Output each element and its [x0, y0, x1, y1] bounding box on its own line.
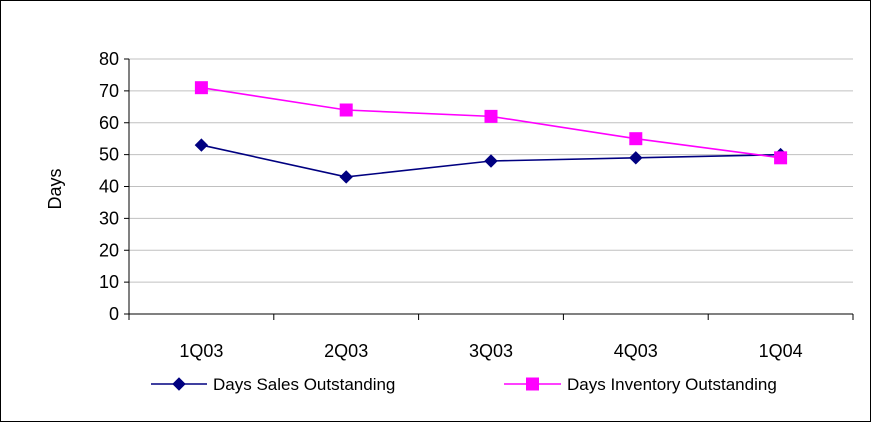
axes: 0 10 20 30 40 50 60 70 80 1Q03 2Q03 3Q03 4Q03 1Q04 [99, 49, 854, 361]
y-tick-label: 50 [99, 145, 119, 165]
y-tick-label: 60 [99, 113, 119, 133]
x-tick-label: 1Q03 [179, 341, 223, 361]
x-tick-label: 1Q04 [759, 341, 803, 361]
y-tick-label: 30 [99, 208, 119, 228]
data-point [339, 170, 353, 184]
series [194, 81, 788, 184]
y-tick-label: 70 [99, 81, 119, 101]
legend-label: Days Inventory Outstanding [567, 375, 777, 394]
data-point [774, 151, 788, 165]
legend-label: Days Sales Outstanding [213, 375, 395, 394]
y-tick-label: 40 [99, 177, 119, 197]
x-tick-label: 4Q03 [614, 341, 658, 361]
data-point [194, 138, 209, 152]
y-tick-label: 0 [109, 304, 119, 324]
legend: Days Sales Outstanding Days Inventory Out… [151, 375, 777, 394]
data-point [484, 109, 498, 123]
y-tick-label: 10 [99, 272, 119, 292]
x-tick-label: 3Q03 [469, 341, 513, 361]
y-tick-label: 20 [99, 240, 119, 260]
data-point [194, 81, 208, 95]
data-point [629, 132, 643, 146]
x-tick-label: 2Q03 [324, 341, 368, 361]
data-point [484, 154, 498, 168]
data-point [629, 151, 643, 165]
data-point [339, 103, 353, 117]
y-axis-label: Days [45, 168, 65, 209]
y-tick-label: 80 [99, 49, 119, 69]
legend-marker [172, 377, 186, 391]
legend-marker [526, 377, 539, 391]
